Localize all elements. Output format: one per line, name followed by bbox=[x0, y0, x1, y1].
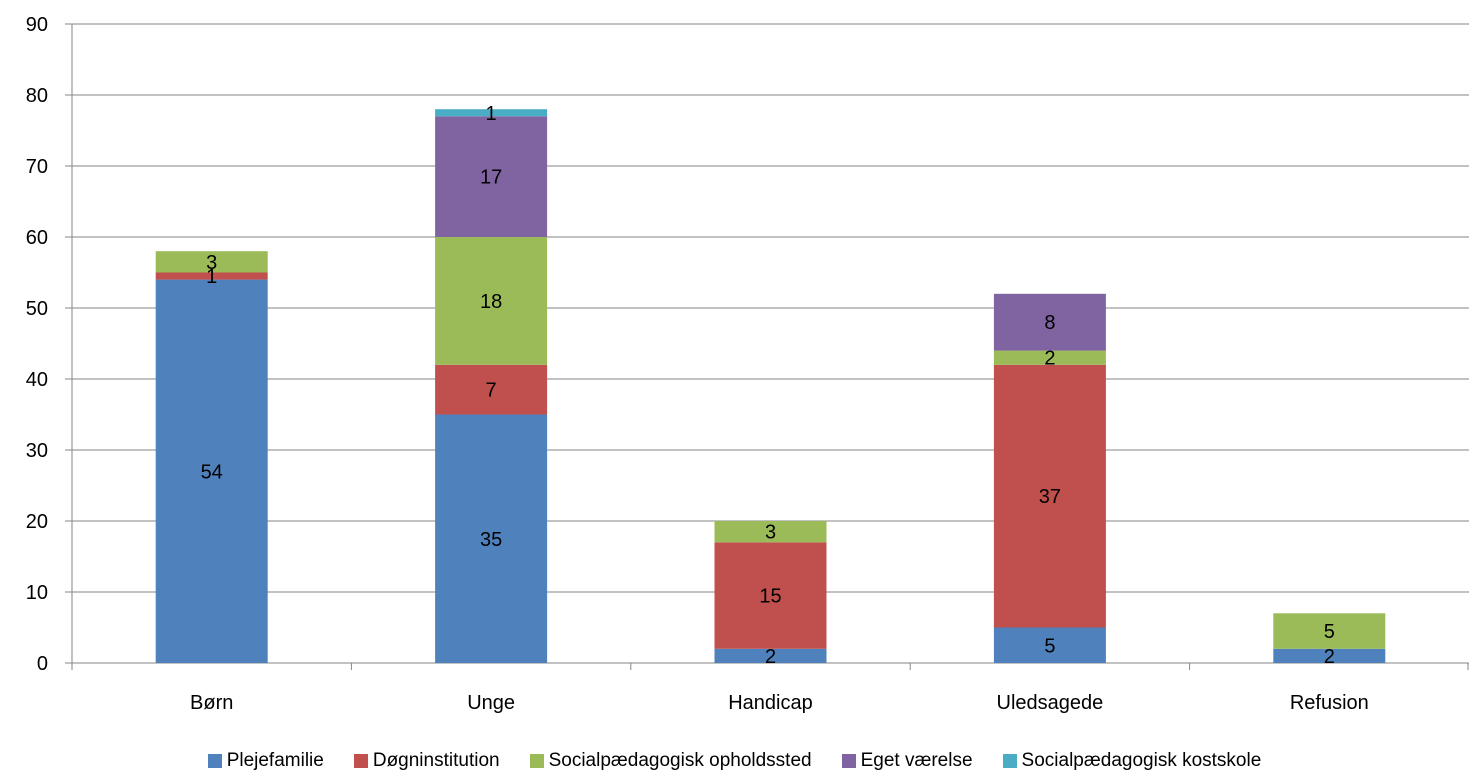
legend-label: Plejefamilie bbox=[226, 750, 324, 771]
bar-segment bbox=[155, 279, 268, 663]
bar-segment bbox=[155, 251, 268, 273]
legend-item: Socialpædagogisk opholdssted bbox=[529, 750, 812, 772]
legend-item: Plejefamilie bbox=[207, 750, 324, 772]
y-tick-label: 60 bbox=[26, 227, 48, 249]
legend-label: Eget værelse bbox=[860, 750, 973, 771]
x-tick-label: Unge bbox=[467, 692, 515, 714]
legend-label: Socialpædagogisk opholdssted bbox=[548, 750, 812, 771]
data-label: 18 bbox=[480, 291, 502, 313]
data-label: 2 bbox=[765, 646, 776, 668]
data-label: 1 bbox=[206, 266, 217, 288]
data-label: 35 bbox=[480, 529, 502, 551]
stacked-bar-chart: 0 10 20 30 40 50 60 70 80 90 Børn Unge Handicap Uled… bbox=[26, 14, 1469, 714]
bar-segment bbox=[435, 237, 548, 365]
y-tick-label: 70 bbox=[26, 156, 48, 178]
bar-segment bbox=[1273, 613, 1386, 649]
y-tick-label: 30 bbox=[26, 440, 48, 462]
legend-swatch bbox=[529, 754, 544, 768]
bar-segment bbox=[435, 109, 548, 117]
legend: Plejefamilie Døgninstitution Socialpædagog… bbox=[0, 748, 1469, 774]
bar-segment bbox=[714, 648, 827, 663]
x-tick-label: Refusion bbox=[1290, 692, 1369, 714]
data-label: 2 bbox=[1044, 348, 1055, 370]
gridlines bbox=[72, 23, 1469, 593]
data-label: 5 bbox=[1044, 635, 1055, 657]
data-label: 5 bbox=[1324, 621, 1335, 643]
data-label: 54 bbox=[201, 461, 223, 483]
data-label: 1 bbox=[486, 103, 497, 125]
data-label: 15 bbox=[759, 586, 781, 608]
legend-item: Socialpædagogisk kostskole bbox=[1002, 750, 1262, 772]
y-tick-label: 0 bbox=[37, 653, 48, 675]
y-tick-label: 50 bbox=[26, 298, 48, 320]
legend-item: Eget værelse bbox=[841, 750, 973, 772]
x-tick-label: Handicap bbox=[728, 692, 813, 714]
y-tick-label: 90 bbox=[26, 14, 48, 36]
legend-label: Socialpædagogisk kostskole bbox=[1021, 750, 1262, 771]
y-tick-label: 80 bbox=[26, 85, 48, 107]
legend-swatch bbox=[1002, 754, 1017, 768]
bar-segment bbox=[1273, 648, 1386, 663]
data-label: 2 bbox=[1324, 646, 1335, 668]
bar-segment bbox=[714, 542, 827, 649]
data-label: 3 bbox=[765, 522, 776, 544]
y-tick-label: 20 bbox=[26, 511, 48, 533]
y-tick-label: 10 bbox=[26, 582, 48, 604]
x-tick-label: Uledsagede bbox=[997, 692, 1104, 714]
data-label: 37 bbox=[1039, 486, 1061, 508]
legend-swatch bbox=[841, 754, 856, 768]
bar-segment bbox=[435, 414, 548, 663]
data-label: 7 bbox=[486, 380, 497, 402]
data-label: 3 bbox=[206, 252, 217, 274]
x-axis: Børn Unge Handicap Uledsagede Refusion bbox=[71, 662, 1469, 714]
y-tick-label: 40 bbox=[26, 369, 48, 391]
bar-segment bbox=[155, 272, 268, 280]
data-label: 17 bbox=[480, 167, 502, 189]
data-label: 8 bbox=[1044, 312, 1055, 334]
legend-swatch bbox=[353, 754, 368, 768]
bar-segment bbox=[993, 350, 1106, 365]
y-axis: 0 10 20 30 40 50 60 70 80 90 bbox=[26, 14, 73, 675]
legend-label: Døgninstitution bbox=[372, 750, 500, 771]
bar-segment bbox=[993, 364, 1106, 628]
bar-segment bbox=[435, 116, 548, 237]
bar-segment bbox=[714, 521, 827, 543]
legend-item: Døgninstitution bbox=[353, 750, 500, 772]
legend-swatch bbox=[207, 754, 222, 768]
bar-segment bbox=[435, 364, 548, 415]
bar-segment bbox=[993, 293, 1106, 351]
bar-stacks bbox=[155, 109, 1386, 663]
x-tick-label: Børn bbox=[190, 692, 233, 714]
bar-segment bbox=[993, 627, 1106, 663]
